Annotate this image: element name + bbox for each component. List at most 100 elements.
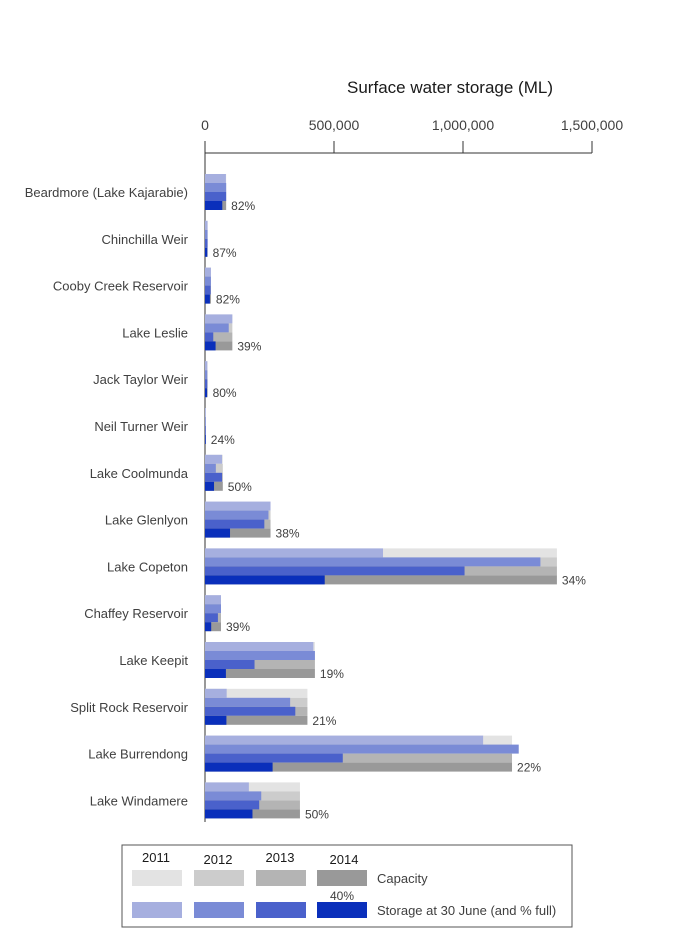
storage-bar (205, 247, 208, 257)
legend-border (121, 844, 573, 928)
x-tick-label: 1,000,000 (432, 117, 494, 133)
storage-bar (205, 800, 260, 810)
storage-bar (205, 715, 227, 725)
legend-year-label: 2011 (142, 850, 170, 865)
legend-year-label: 2012 (204, 852, 233, 867)
percent-full-label: 87% (213, 246, 237, 260)
bars (205, 174, 557, 819)
storage-bar (205, 782, 249, 792)
storage-bar (205, 435, 206, 444)
storage-bar (205, 557, 541, 567)
category-label: Lake Windamere (90, 793, 188, 808)
category-label: Lake Glenlyon (105, 513, 188, 528)
category-label: Neil Turner Weir (94, 419, 188, 434)
percent-full-label: 39% (237, 339, 261, 353)
category-label: Cooby Creek Reservoir (53, 279, 189, 294)
storage-bar (205, 688, 227, 698)
capacity-bar (205, 688, 308, 698)
category-label: Lake Keepit (119, 653, 188, 668)
capacity-bar (205, 762, 513, 772)
storage-bar (205, 575, 325, 585)
category-label: Lake Coolmunda (90, 466, 189, 481)
storage-bar (205, 220, 208, 230)
capacity-bar (205, 622, 221, 632)
storage-bar (205, 426, 206, 435)
capacity-bar (205, 753, 513, 763)
capacity-bar (205, 715, 308, 725)
storage-bar (205, 481, 215, 491)
percent-full-label: 21% (312, 714, 336, 728)
x-tick-label: 1,500,000 (561, 117, 623, 133)
storage-bar (205, 341, 216, 351)
storage-bar (205, 744, 519, 754)
storage-bar (205, 604, 221, 614)
legend-example-pct: 40% (330, 889, 354, 903)
storage-bar (205, 408, 206, 417)
capacity-bar (205, 669, 315, 678)
storage-bar (205, 528, 231, 538)
storage-bar (205, 697, 291, 707)
storage-bar (205, 519, 265, 529)
legend-capacity-swatch (317, 870, 367, 886)
percent-full-label: 38% (276, 527, 300, 541)
storage-bar (205, 229, 208, 239)
storage-bar (205, 501, 271, 511)
storage-bar (205, 660, 255, 669)
storage-bar (205, 379, 208, 389)
category-label: Chinchilla Weir (102, 232, 189, 247)
category-label: Chaffey Reservoir (84, 606, 188, 621)
storage-bar (205, 294, 210, 304)
x-axis: 0 500,000 1,000,000 1,500,000 (201, 117, 623, 822)
legend-capacity-swatch (256, 870, 306, 886)
percent-full-label: 19% (320, 667, 344, 681)
storage-bar (205, 669, 226, 678)
storage-bar (205, 472, 223, 482)
storage-bar (205, 548, 384, 558)
storage-bar (205, 642, 314, 651)
legend-storage-swatch (256, 902, 306, 918)
legend-storage-swatch (132, 902, 182, 918)
capacity-bar (205, 782, 300, 792)
storage-bar (205, 595, 221, 605)
storage-bar (205, 417, 206, 426)
legend-storage-label: Storage at 30 June (and % full) (377, 903, 556, 918)
storage-bar (205, 388, 208, 398)
category-label: Lake Leslie (122, 325, 188, 340)
legend: Capacity Storage at 30 June (and % full)… (121, 844, 573, 928)
percent-full-label: 24% (211, 433, 235, 447)
storage-bar (205, 361, 208, 371)
capacity-bar (205, 528, 271, 538)
legend-capacity-label: Capacity (377, 871, 428, 886)
percent-full-label: 82% (231, 199, 255, 213)
storage-bar (205, 238, 208, 248)
storage-bar (205, 276, 211, 286)
storage-bar (205, 285, 211, 295)
chart-title: Surface water storage (ML) (347, 78, 553, 97)
legend-capacity-swatch (194, 870, 244, 886)
storage-bar (205, 566, 465, 576)
percent-full-label: 82% (216, 293, 240, 307)
storage-bar (205, 267, 211, 277)
percent-full-label: 80% (213, 386, 237, 400)
storage-bar (205, 454, 223, 464)
legend-year-label: 2014 (330, 852, 359, 867)
storage-bar (205, 622, 212, 632)
storage-bar (205, 735, 484, 745)
storage-bar (205, 791, 262, 801)
legend-capacity-swatch (132, 870, 182, 886)
legend-storage-swatch (194, 902, 244, 918)
capacity-bar (205, 660, 315, 669)
category-label: Lake Copeton (107, 559, 188, 574)
percent-full-label: 50% (305, 807, 329, 821)
legend-year-label: 2013 (266, 850, 295, 865)
storage-bar (205, 510, 269, 520)
storage-bar (205, 332, 214, 342)
category-label: Beardmore (Lake Kajarabie) (25, 185, 188, 200)
capacity-bar (205, 341, 233, 351)
x-tick-label: 0 (201, 117, 209, 133)
storage-bar (205, 183, 227, 192)
storage-bar (205, 706, 296, 716)
storage-bar (205, 613, 218, 623)
storage-bar (205, 762, 273, 772)
